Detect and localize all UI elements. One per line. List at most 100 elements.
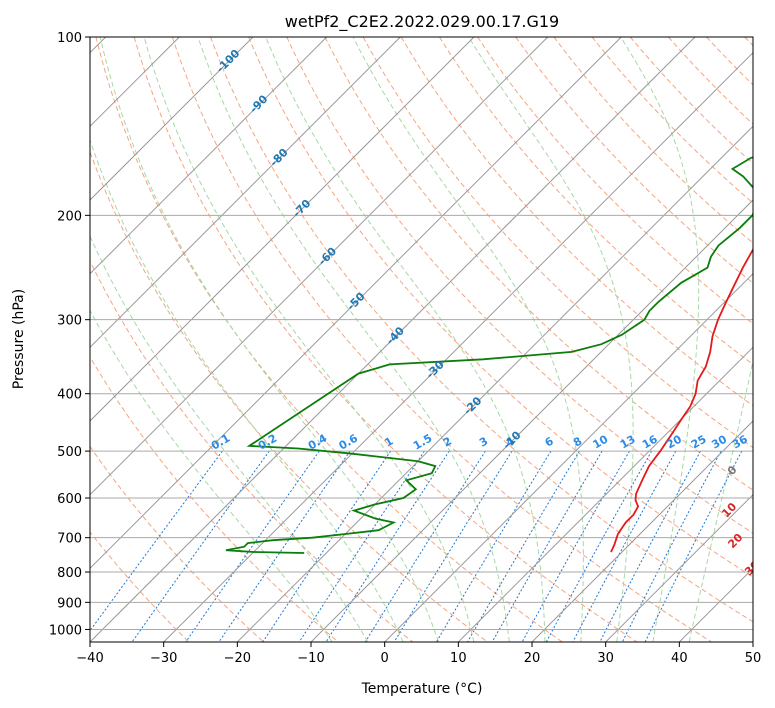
x-tick-label: 50	[745, 651, 762, 666]
isotherm	[90, 37, 622, 570]
dry-adiabat	[668, 37, 753, 125]
mixing-ratio-label: 1	[382, 435, 395, 450]
dry-adiabat	[248, 37, 753, 578]
mixing-ratio-line	[218, 450, 351, 642]
isotherm	[90, 37, 401, 349]
x-tick-label: 30	[597, 651, 614, 666]
mixing-ratio-label: 30	[709, 432, 729, 451]
mixing-ratio-line	[644, 450, 743, 642]
mixing-ratio-label: 3	[477, 435, 490, 450]
isotherms	[90, 37, 753, 642]
y-tick-label: 900	[57, 596, 82, 611]
moist-adiabat	[197, 37, 510, 642]
mixing-ratio-line	[298, 450, 425, 642]
mixing-ratio-label: 10	[591, 432, 611, 451]
mixing-ratio-label: 2	[441, 435, 454, 450]
x-tick-label: −20	[224, 651, 251, 666]
plot-frame	[89, 36, 754, 643]
isotherm	[90, 37, 549, 496]
dry-adiabat	[171, 37, 712, 642]
isotherm	[90, 37, 254, 201]
isotherm	[531, 420, 753, 642]
dry-adiabat	[362, 37, 753, 449]
moist-adiabat	[99, 37, 439, 642]
dry-adiabat-label: 20	[725, 531, 745, 551]
mixing-ratio-line	[325, 450, 450, 642]
dry-adiabat-label: 40	[759, 586, 775, 606]
x-tick-label: 40	[671, 651, 688, 666]
dry-adiabat	[706, 37, 753, 86]
mixing-ratio-line	[364, 450, 486, 642]
y-tick-label: 800	[57, 566, 82, 581]
dry-adiabat	[553, 37, 753, 244]
temperature-trace	[610, 247, 753, 553]
dry-adiabat	[400, 37, 753, 407]
mixing-ratio-line	[491, 450, 603, 642]
dry-adiabat	[744, 37, 753, 47]
x-tick-label: −40	[76, 651, 103, 666]
y-tick-label: 1000	[49, 623, 82, 638]
mixing-ratio-line	[185, 450, 320, 642]
isotherm-label: -40	[384, 324, 407, 347]
mixing-ratio-label: 20	[664, 432, 684, 451]
moist-adiabat	[143, 37, 475, 642]
x-tick-label: 10	[450, 651, 467, 666]
dry-adiabat	[90, 445, 264, 642]
isotherm	[605, 493, 753, 642]
y-tick-label: 700	[57, 532, 82, 547]
isotherm-label: -10	[500, 428, 523, 451]
x-axis: −40 −30 −20 −10 0 10 20 30 40 50	[76, 642, 761, 666]
mixing-ratio-line	[621, 450, 722, 642]
mixing-ratio-lines	[90, 450, 743, 642]
isotherm	[457, 346, 753, 642]
dry-adiabat	[591, 37, 753, 204]
mixing-ratio-line	[521, 450, 630, 642]
dry-adiabat	[90, 356, 339, 642]
mixing-ratio-line	[90, 450, 223, 632]
mixing-ratio-label: 1.5	[411, 432, 434, 453]
mixing-ratio-line	[599, 450, 701, 642]
isotherm	[678, 567, 753, 642]
mixing-ratio-label: 25	[689, 433, 709, 452]
dry-adiabat-label: 10	[719, 500, 739, 520]
dry-adiabats	[90, 37, 753, 642]
dry-adiabat	[90, 259, 414, 642]
dry-adiabat	[133, 37, 638, 642]
isotherm-label: -60	[316, 245, 339, 268]
moist-adiabat	[90, 234, 369, 642]
dry-adiabat	[477, 37, 753, 325]
y-tick-label: 300	[57, 314, 82, 329]
moist-adiabat	[688, 358, 753, 642]
y-tick-label: 400	[57, 388, 82, 403]
dewpoint-trace	[225, 156, 753, 554]
mixing-ratio-label: 0.2	[256, 432, 279, 453]
isotherm	[752, 641, 753, 642]
line-labels: 0.1 0.2 0.4 0.6 1 1.5 2 3 4 6 8 10 13 16 20 25 30 36-100-…	[209, 47, 775, 606]
moist-adiabat	[468, 37, 634, 642]
x-tick-label: 20	[524, 651, 541, 666]
y-axis-label: Pressure (hPa)	[11, 289, 27, 389]
mixing-ratio-label: 6	[543, 434, 556, 449]
y-tick-label: 100	[57, 31, 82, 46]
mixing-ratio-label: 16	[640, 432, 660, 451]
y-axis: 100 200 300 400 500 600 700 800 900 1000	[49, 31, 90, 638]
plot-area: 0.1 0.2 0.4 0.6 1 1.5 2 3 4 6 8 10 13 16 20 25 30 36-100-…	[90, 37, 775, 642]
moist-adiabat	[90, 138, 404, 642]
dry-adiabat	[210, 37, 753, 623]
y-tick-label: 600	[57, 492, 82, 507]
dry-adiabat	[90, 150, 488, 642]
isotherm	[236, 125, 753, 642]
moist-adiabat	[265, 37, 546, 642]
mixing-ratio-line	[572, 450, 677, 642]
dry-adiabat	[324, 37, 753, 491]
isotherm	[90, 37, 475, 422]
moist-adiabat	[620, 37, 700, 642]
mixing-ratio-line	[435, 450, 552, 642]
dry-adiabat-label: 30	[742, 558, 762, 578]
dry-adiabat	[90, 531, 190, 642]
mixing-ratio-line	[131, 450, 270, 642]
isotherm	[384, 272, 753, 642]
pressure-gridlines	[90, 37, 753, 630]
moist-adiabat	[90, 309, 333, 642]
